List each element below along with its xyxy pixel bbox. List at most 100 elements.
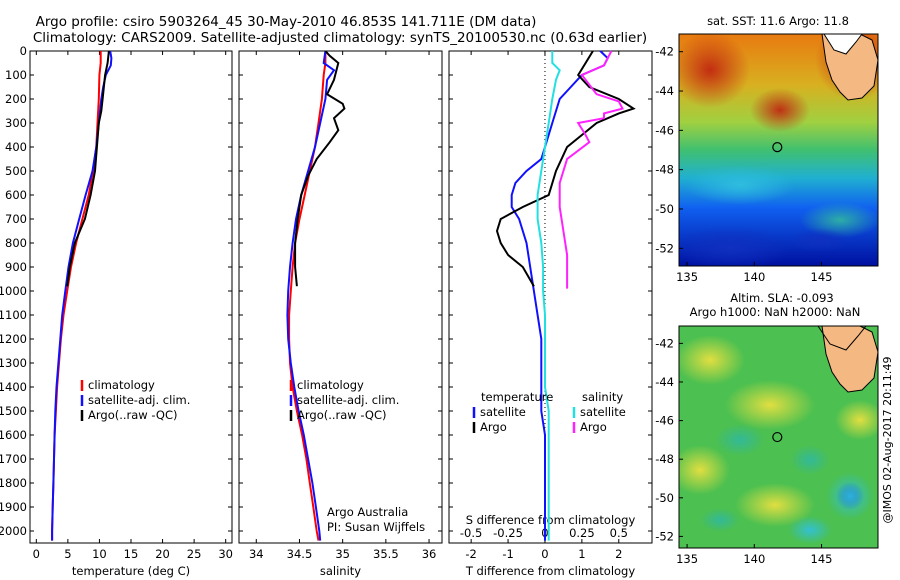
- y-tick-label: 800: [5, 236, 27, 250]
- difference-panel: -2 -1 0 1 2 T difference from climatology -0.5…: [448, 50, 653, 578]
- x-tick-label: 10: [92, 547, 107, 561]
- annotation-pi: PI: Susan Wijffels: [327, 520, 425, 534]
- x-tick-label: 20: [155, 547, 170, 561]
- s-axis-label: S difference from climatology: [466, 513, 636, 527]
- x-tick-label: 35: [335, 547, 350, 561]
- map-y-tick-label: -48: [655, 163, 674, 177]
- y-tick-label: 700: [5, 212, 27, 226]
- x-tick-label: 34.5: [287, 547, 313, 561]
- legend-label: Argo(..raw -QC): [88, 408, 178, 422]
- y-tick-label: 300: [5, 116, 27, 130]
- series-line-climatology: [288, 51, 327, 541]
- y-tick-label: 200: [5, 92, 27, 106]
- difference-x-axis-label: T difference from climatology: [465, 564, 636, 578]
- map-y-tick-label: -52: [655, 529, 674, 543]
- temperature-plot-frame: [29, 50, 233, 544]
- salinity-plot-frame: [238, 50, 443, 544]
- sla-map: Altim. SLA: -0.093 Argo h1000: NaN h2000…: [678, 291, 879, 549]
- series-line-satellite-adj-clim-: [286, 50, 336, 541]
- legend-label: satellite: [480, 405, 526, 419]
- legend-label: satellite: [580, 405, 626, 419]
- sst-map: sat. SST: 11.6 Argo: 11.8: [678, 14, 879, 267]
- mainland-coast: [810, 34, 863, 55]
- map-y-tick-label: -48: [655, 452, 674, 466]
- x-tick-label: 2: [615, 547, 622, 561]
- series-line-argo: [495, 50, 636, 287]
- argo-position-marker: [772, 142, 783, 153]
- s-tick-label: -0.25: [493, 526, 523, 540]
- map-y-tick-label: -46: [655, 123, 674, 137]
- legend-label: satellite-adj. clim.: [297, 393, 399, 407]
- x-tick-label: 30: [218, 547, 233, 561]
- series-line-satellite: [536, 51, 561, 541]
- x-tick-label: -2: [465, 547, 476, 561]
- map-x-tick-label: 145: [811, 552, 833, 566]
- annotation-argo-australia: Argo Australia: [327, 505, 408, 519]
- legend-label: Argo: [580, 420, 607, 434]
- x-tick-label: 0: [541, 547, 548, 561]
- y-tick-label: 1900: [0, 500, 27, 514]
- series-line-argo-raw-qc-: [66, 50, 110, 287]
- x-tick-label: -1: [502, 547, 513, 561]
- map-y-tick-label: -50: [655, 491, 674, 505]
- map-x-tick-label: 135: [676, 552, 698, 566]
- salinity-panel: 34 34.5 35 35.5 36 salinity climatologysatelli…: [238, 50, 443, 578]
- map-y-tick-label: -44: [655, 84, 674, 98]
- difference-plot-frame: [448, 50, 653, 544]
- y-tick-label: 1300: [0, 356, 27, 370]
- map-x-tick-label: 140: [743, 552, 765, 566]
- legend-label: climatology: [88, 378, 155, 392]
- y-tick-label: 1000: [0, 284, 27, 298]
- map-x-tick-label: 145: [811, 270, 833, 284]
- map-x-tick-label: 140: [743, 270, 765, 284]
- y-tick-label: 1600: [0, 428, 27, 442]
- title-line-1: Argo profile: csiro 5903264_45 30-May-20…: [36, 14, 537, 30]
- y-tick-label: 0: [20, 44, 27, 58]
- map-y-tick-label: -44: [655, 375, 674, 389]
- x-tick-label: 25: [187, 547, 202, 561]
- title-line-2: Climatology: CARS2009. Satellite-adjuste…: [33, 30, 647, 46]
- map-x-tick-label: 135: [676, 270, 698, 284]
- map-y-tick-label: -46: [655, 414, 674, 428]
- s-tick-label: -0.5: [460, 526, 482, 540]
- legend-label: Argo: [480, 420, 507, 434]
- x-tick-label: 15: [124, 547, 139, 561]
- y-tick-label: 600: [5, 188, 27, 202]
- map-y-tick-label: -42: [655, 336, 674, 350]
- x-tick-label: 0: [33, 547, 40, 561]
- timestamp-stamp: @IMOS 02-Aug-2017 20:11:49: [881, 357, 894, 524]
- x-tick-label: 35.5: [373, 547, 399, 561]
- y-tick-label: 500: [5, 164, 27, 178]
- y-tick-label: 1100: [0, 308, 27, 322]
- y-tick-label: 100: [5, 68, 27, 82]
- sst-map-title: sat. SST: 11.6 Argo: 11.8: [707, 14, 849, 28]
- series-line-argo: [558, 50, 624, 289]
- y-tick-label: 1800: [0, 476, 27, 490]
- s-tick-label: 0.5: [610, 526, 628, 540]
- map-y-tick-label: -42: [655, 45, 674, 59]
- x-tick-label: 34: [249, 547, 264, 561]
- y-tick-label: 400: [5, 140, 27, 154]
- x-tick-label: 5: [64, 547, 71, 561]
- tasmania-coast-sla: [821, 326, 878, 393]
- x-tick-label: 1: [578, 547, 585, 561]
- map-y-tick-label: -50: [655, 202, 674, 216]
- salinity-x-axis-label: salinity: [320, 564, 361, 578]
- temperature-x-axis-label: temperature (deg C): [72, 564, 190, 578]
- map-y-tick-label: -52: [655, 241, 674, 255]
- legend-label: climatology: [297, 378, 364, 392]
- legend-label: Argo(..raw -QC): [297, 408, 387, 422]
- y-tick-label: 2000: [0, 524, 27, 538]
- legend-title-salinity: salinity: [582, 390, 623, 404]
- s-tick-label: 0.25: [569, 526, 595, 540]
- temperature-panel: 0100200300400500600700800900100011001200…: [0, 44, 233, 578]
- sla-map-title-1: Altim. SLA: -0.093: [730, 291, 834, 305]
- legend-label: satellite-adj. clim.: [88, 393, 190, 407]
- y-tick-label: 900: [5, 260, 27, 274]
- y-tick-label: 1200: [0, 332, 27, 346]
- series-line-satellite: [510, 50, 609, 541]
- x-tick-label: 36: [422, 547, 437, 561]
- series-line-argo-raw-qc-: [294, 50, 346, 287]
- y-tick-label: 1400: [0, 380, 27, 394]
